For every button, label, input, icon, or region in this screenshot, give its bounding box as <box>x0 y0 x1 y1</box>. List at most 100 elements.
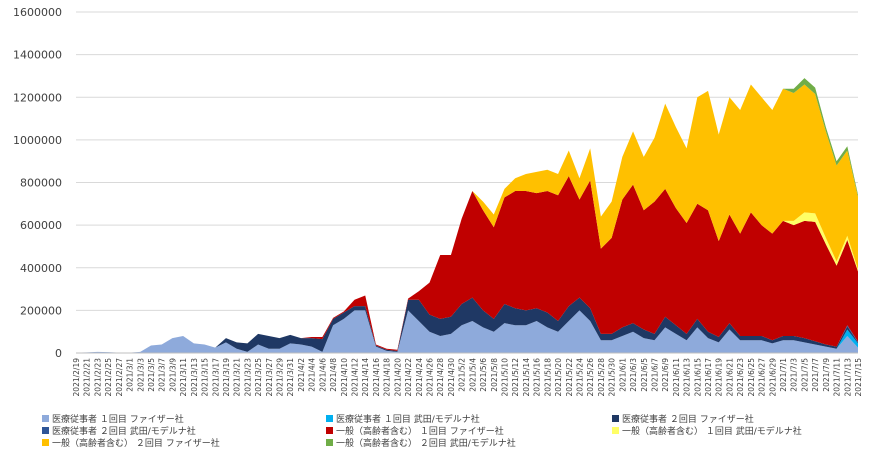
y-tick-label: 1200000 <box>13 91 62 104</box>
x-tick-label: 2021/3/9 <box>168 358 177 392</box>
x-tick-label: 2021/3/7 <box>158 358 167 392</box>
legend-swatch <box>42 439 49 446</box>
x-tick-label: 2021/5/24 <box>575 358 584 397</box>
x-tick-label: 2021/4/8 <box>329 358 338 392</box>
x-tick-label: 2021/3/21 <box>233 358 242 397</box>
x-tick-label: 2021/4/26 <box>426 358 435 397</box>
x-tick-label: 2021/3/31 <box>286 358 295 397</box>
x-tick-label: 2021/4/16 <box>372 358 381 397</box>
x-tick-label: 2021/4/12 <box>351 358 360 397</box>
x-tick-label: 2021/2/19 <box>72 358 81 397</box>
x-tick-label: 2021/6/1 <box>618 358 627 392</box>
x-tick-label: 2021/5/14 <box>522 358 531 397</box>
x-tick-label: 2021/3/25 <box>254 358 263 397</box>
y-tick-label: 800000 <box>20 177 62 190</box>
series-area-1 <box>76 310 858 353</box>
x-tick-label: 2021/5/18 <box>543 358 552 397</box>
x-tick-label: 2021/6/29 <box>768 358 777 397</box>
axis-layer: 2021/2/19 2021/2/21 2021/2/23 2021/2/25 2021… <box>72 352 863 397</box>
x-tick-label: 2021/5/2 <box>458 358 467 392</box>
x-tick-label: 2021/5/8 <box>490 358 499 392</box>
y-tick-label: 400000 <box>20 262 62 275</box>
x-tick-label: 2021/7/3 <box>790 358 799 392</box>
legend-label: 医療従事者 １回目 ファイザー社 <box>52 413 184 425</box>
x-tick-label: 2021/4/6 <box>318 358 327 392</box>
x-tick-label: 2021/7/13 <box>843 358 852 397</box>
x-tick-label: 2021/3/13 <box>190 358 199 397</box>
x-tick-label: 2021/3/1 <box>126 358 135 392</box>
x-tick-label: 2021/7/11 <box>833 358 842 397</box>
x-tick-label: 2021/3/15 <box>201 358 210 397</box>
legend-swatch <box>326 415 333 422</box>
x-tick-label: 2021/4/4 <box>308 358 317 392</box>
legend-label: 医療従事者 ２回目 武田/モデルナ社 <box>52 425 196 437</box>
x-tick-label: 2021/5/6 <box>479 358 488 392</box>
x-tick-label: 2021/6/3 <box>629 358 638 392</box>
legend-swatch <box>326 439 333 446</box>
x-tick-label: 2021/7/15 <box>854 358 863 397</box>
x-tick-label: 2021/3/17 <box>211 358 220 397</box>
legend: 医療従事者 １回目 ファイザー社 医療従事者 １回目 武田/モデルナ社 医療従事者 … <box>42 413 802 449</box>
x-tick-label: 2021/5/20 <box>554 358 563 397</box>
x-tick-label: 2021/6/13 <box>683 358 692 397</box>
legend-label: 一般（高齢者含む） １回目 ファイザー社 <box>336 425 504 437</box>
x-tick-label: 2021/5/4 <box>468 358 477 392</box>
area-layer <box>76 78 858 353</box>
x-tick-label: 2021/4/18 <box>383 358 392 397</box>
x-tick-label: 2021/4/2 <box>297 358 306 392</box>
y-tick-label: 1600000 <box>13 6 62 19</box>
x-tick-label: 2021/3/11 <box>179 358 188 397</box>
x-tick-label: 2021/7/7 <box>811 358 820 392</box>
legend-swatch <box>326 427 333 434</box>
x-tick-label: 2021/3/19 <box>222 358 231 397</box>
x-tick-label: 2021/6/21 <box>725 358 734 397</box>
x-tick-label: 2021/6/5 <box>640 358 649 392</box>
x-tick-label: 2021/5/16 <box>533 358 542 397</box>
legend-label: 医療従事者 ２回目 ファイザー社 <box>622 413 754 425</box>
x-tick-label: 2021/6/23 <box>736 358 745 397</box>
x-tick-label: 2021/3/23 <box>243 358 252 397</box>
x-tick-label: 2021/6/17 <box>704 358 713 397</box>
legend-swatch <box>42 427 49 434</box>
legend-label: 一般（高齢者含む） ２回目 武田/モデルナ社 <box>336 437 516 449</box>
series-area-5 <box>76 176 858 353</box>
x-tick-label: 2021/5/28 <box>597 358 606 397</box>
x-tick-label: 2021/7/9 <box>822 358 831 392</box>
legend-swatch <box>612 427 619 434</box>
x-tick-label: 2021/5/30 <box>608 358 617 397</box>
y-tick-label: 1400000 <box>13 49 62 62</box>
x-tick-label: 2021/5/10 <box>500 358 509 397</box>
x-tick-label: 2021/2/25 <box>104 358 113 397</box>
x-tick-label: 2021/6/19 <box>715 358 724 397</box>
x-tick-label: 2021/4/24 <box>415 358 424 397</box>
x-tick-label: 2021/5/26 <box>586 358 595 397</box>
x-tick-label: 2021/3/5 <box>147 358 156 392</box>
x-tick-label: 2021/3/3 <box>136 358 145 392</box>
series-area-3 <box>76 297 858 353</box>
legend-label: 一般（高齢者含む） ２回目 ファイザー社 <box>52 437 220 449</box>
legend-label: 医療従事者 １回目 武田/モデルナ社 <box>336 413 480 425</box>
y-tick-label: 1000000 <box>13 134 62 147</box>
x-tick-label: 2021/5/22 <box>565 358 574 397</box>
x-tick-label: 2021/3/27 <box>265 358 274 397</box>
y-tick-label: 200000 <box>20 304 62 317</box>
x-tick-label: 2021/5/12 <box>511 358 520 397</box>
x-tick-label: 2021/4/22 <box>404 358 413 397</box>
x-tick-label: 2021/6/15 <box>693 358 702 397</box>
x-tick-label: 2021/6/9 <box>661 358 670 392</box>
x-tick-label: 2021/2/23 <box>93 358 102 397</box>
legend-swatch <box>42 415 49 422</box>
x-tick-label: 2021/4/10 <box>340 358 349 397</box>
x-tick-label: 2021/7/1 <box>779 358 788 392</box>
x-tick-label: 2021/4/30 <box>447 358 456 397</box>
legend-swatch <box>612 415 619 422</box>
x-tick-label: 2021/6/25 <box>747 358 756 397</box>
x-tick-label: 2021/3/29 <box>276 358 285 397</box>
x-tick-label: 2021/2/27 <box>115 358 124 397</box>
x-tick-label: 2021/2/21 <box>83 358 92 397</box>
x-tick-label: 2021/6/7 <box>650 358 659 392</box>
legend-label: 一般（高齢者含む） １回目 武田/モデルナ社 <box>622 425 802 437</box>
y-tick-label: 0 <box>55 347 62 360</box>
